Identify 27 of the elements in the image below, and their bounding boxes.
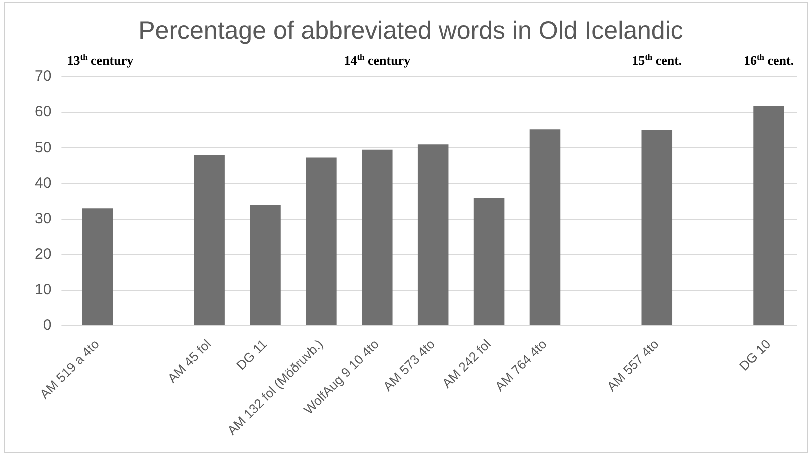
- y-tick-label: 10: [34, 282, 52, 299]
- y-tick-label: 60: [34, 104, 52, 121]
- y-tick-label: 70: [34, 68, 52, 86]
- x-tick-label: AM 519 a 4to: [37, 336, 102, 402]
- bar: [82, 208, 114, 326]
- bar: [530, 130, 561, 326]
- bar: [642, 130, 673, 326]
- chart-title: Percentage of abbreviated words in Old Icelandic: [138, 16, 684, 45]
- bar: [306, 158, 337, 326]
- bar: [194, 155, 225, 326]
- x-tick-label: DG 11: [234, 336, 270, 374]
- bar: [754, 106, 784, 326]
- x-tick-label: AM 573 4to: [380, 336, 438, 394]
- y-tick-label: 40: [34, 174, 52, 192]
- y-tick-label: 50: [34, 139, 52, 156]
- x-tick-label: AM 764 4to: [492, 336, 550, 394]
- x-tick-label: AM 557 4to: [604, 336, 662, 394]
- bar: [362, 150, 393, 326]
- x-tick-label: AM 45 fol: [164, 336, 214, 386]
- x-tick-label: AM 242 fol: [439, 336, 494, 392]
- bar: [474, 198, 505, 326]
- bar: [250, 205, 281, 326]
- y-tick-label: 20: [34, 246, 52, 264]
- y-tick-label: 0: [43, 317, 52, 334]
- bar: [418, 144, 449, 326]
- y-tick-label: 30: [34, 210, 52, 228]
- x-tick-label: DG 10: [736, 336, 774, 374]
